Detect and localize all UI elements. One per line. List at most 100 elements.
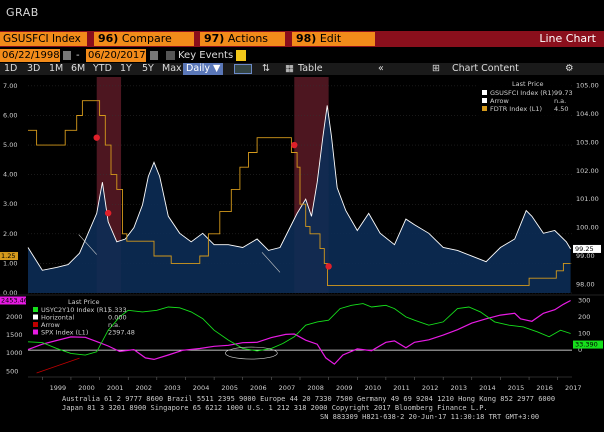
event-marker-0 [93,134,100,141]
x-axis: 1999 2000 2001 2002 2003 2004 2005 2006 2007 2008… [0,294,604,392]
left-tick-label-upper: 7.00 [3,82,17,90]
legend-series-name: Arrow [41,321,61,329]
footer-line-2: Japan 81 3 3201 8900 Singapore 65 6212 1… [62,404,488,412]
right-last-value-tag [573,244,601,253]
period-1d[interactable]: 1D [4,63,18,74]
right-tick-label-lower: 300 [578,296,590,304]
curve-last-value-tag [573,340,603,349]
x-axis-year-label: 2013 [450,384,467,392]
gsusfci-line [27,105,571,271]
right-tick-label-lower: 100 [578,330,590,338]
left-tick-label-lower: 2000 [6,313,23,321]
key-events-label: Key Events [178,50,234,61]
legend-series-last: 0.000 [108,314,127,322]
period-max[interactable]: Max [162,63,182,74]
x-axis-year-label: 2012 [422,384,439,392]
table-icon[interactable]: ▦ [285,63,294,74]
date-separator: - [76,50,80,61]
upper-legend-title: Last Price [512,80,543,88]
legend-swatch [482,98,487,103]
frequency-dropdown[interactable]: Daily ▼ [183,63,224,75]
footer-line-3: SN 883309 H821-638-2 20-Jun-17 11:30:18 … [320,413,540,421]
end-date-field[interactable]: 06/20/2017 [86,49,146,62]
collapse-icon[interactable]: « [378,63,384,74]
legend-series-last: 4.50 [554,105,568,113]
legend-swatch [33,329,38,335]
period-6m[interactable]: 6M [71,63,86,74]
start-date-field[interactable]: 06/22/1998 [0,49,60,62]
period-1y[interactable]: 1Y [120,63,132,74]
period-3d[interactable]: 3D [27,63,41,74]
legend-series-name: SPX Index (L1) [41,329,88,337]
compare-menu[interactable]: 96) Compare [94,32,194,46]
actions-menu-label: Actions [227,32,269,45]
chart-content-button[interactable]: Chart Content [452,63,519,74]
period-1m[interactable]: 1M [49,63,64,74]
left-tick-label-upper: 2.00 [3,230,17,238]
legend-series-last: 2397.48 [108,329,135,337]
period-5y[interactable]: 5Y [142,63,154,74]
legend-series-name: FDTR Index (L1) [490,105,542,113]
edit-menu[interactable]: 98) Edit [292,32,375,46]
actions-menu[interactable]: 97) Actions [200,32,285,46]
footer-line-1: Australia 61 2 9777 8600 Brazil 5511 239… [62,395,556,403]
left-last-value-text: 1.25 [1,252,15,260]
date-range-row: 06/22/1998 - 06/20/2017 Key Events [0,49,604,62]
x-axis-year-label: 2001 [107,384,124,392]
legend-series-name: USYC2Y10 Index (R1) [41,306,110,314]
key-events-checkbox[interactable] [166,51,175,60]
chart-area: 0.00 1.00 2.00 3.00 4.00 5.00 6.00 7.00 98.00 99.… [0,75,604,395]
actions-menu-number: 97) [204,32,225,45]
left-tick-label-upper: 6.00 [3,111,17,119]
table-button[interactable]: Table [298,63,323,74]
chart-toolbar: 1D 3D 1M 6M YTD 1Y 5Y Max Daily ▼ ⇅ ▦ Ta… [0,63,604,75]
left-tick-label-lower: 1000 [6,349,23,357]
legend-series-last: n.a. [554,97,566,105]
line-chart-type-icon[interactable] [234,64,252,74]
x-axis-year-label: 2017 [565,384,582,392]
right-tick-label-lower: 200 [578,313,590,321]
red-arrow-line [36,357,80,374]
arrow-annotation-0 [78,234,97,255]
legend-series-last: n.a. [108,321,120,329]
spx-last-value-text: 2453.46 [1,297,28,305]
x-axis-year-label: 2015 [508,384,525,392]
right-tick-label-upper: 99.00 [576,252,595,260]
compare-menu-number: 96) [98,32,119,45]
x-axis-year-label: 2011 [393,384,410,392]
pencil-icon[interactable] [236,50,246,61]
right-last-value-text: 99.25 [575,245,594,253]
right-tick-label-lower: 0 [578,346,582,354]
lower-panel: 500 1000 1500 2000 0 100 200 300 2453.46 33.390 La… [0,296,603,375]
x-axis-year-label: 2010 [365,384,382,392]
gsusfci-area [28,105,571,294]
curve-last-value-text: 33.390 [575,341,598,349]
legend-swatch [33,314,38,320]
compare-menu-label: Compare [121,32,172,45]
x-axis-year-label: 2000 [78,384,95,392]
left-tick-label-upper: 5.00 [3,141,17,149]
x-axis-year-label: 2002 [136,384,153,392]
legend-series-name: Horizontal [41,314,74,322]
right-tick-label-upper: 102.00 [576,167,599,175]
command-bar: GSUSFCI Index 96) Compare 97) Actions 98… [0,31,604,47]
right-tick-label-upper: 100.00 [576,224,599,232]
x-axis-year-label: 2009 [336,384,353,392]
chart-content-icon[interactable]: ⊞ [432,63,440,74]
inversion-ellipse [225,346,278,360]
x-axis-year-label: 2014 [479,384,496,392]
legend-series-last: 5.333 [108,306,127,314]
period-ytd[interactable]: YTD [93,63,112,74]
left-tick-label-upper: 1.00 [3,259,17,267]
lower-legend-title: Last Price [68,298,99,306]
bar-chart-type-icon[interactable]: ⇅ [262,63,270,74]
spx-last-value-tag [0,296,26,305]
calendar-icon[interactable] [150,51,158,60]
event-marker-2 [291,141,298,149]
left-tick-label-lower: 500 [6,367,18,375]
calendar-icon[interactable] [63,51,71,60]
settings-gear-icon[interactable]: ⚙ [565,63,574,74]
ticker-field[interactable]: GSUSFCI Index [0,32,87,46]
